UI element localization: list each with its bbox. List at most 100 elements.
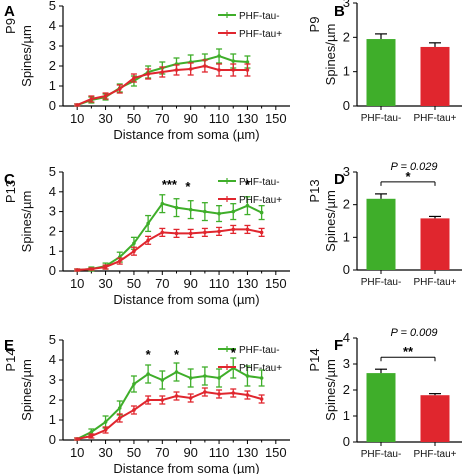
legend-label: PHF-tau-: [239, 177, 280, 188]
y-tick-label: 1: [343, 229, 350, 244]
data-point-phf-tau-minus: [160, 201, 165, 206]
category-label: PHF-tau-: [361, 277, 402, 288]
panel-letter-a: A: [4, 3, 15, 20]
y-tick-label: 0: [49, 263, 56, 278]
significance-marker: *: [174, 347, 180, 362]
data-point-phf-tau-plus: [203, 64, 207, 68]
x-axis-title: Distance from soma (µm): [113, 127, 259, 142]
legend-label: PHF-tau+: [239, 29, 282, 40]
x-tick-label: 30: [98, 111, 112, 126]
y-tick-label: 3: [49, 204, 56, 219]
y-tick-label: 3: [49, 38, 56, 53]
data-point-phf-tau-plus: [132, 76, 136, 80]
y-tick-label: 2: [343, 29, 350, 44]
legend-label: PHF-tau-: [239, 345, 280, 356]
y-axis-title: Spines/µm: [19, 191, 34, 253]
data-point-phf-tau-plus: [89, 97, 94, 101]
x-axis-title: Distance from soma (µm): [113, 461, 259, 474]
data-point-phf-tau-minus: [217, 376, 221, 380]
data-point-phf-tau-plus: [117, 87, 122, 91]
data-point-phf-tau-plus: [203, 230, 207, 235]
x-tick-label: 110: [209, 445, 230, 460]
data-point-phf-tau-plus: [160, 70, 165, 74]
x-tick-label: 10: [70, 445, 84, 460]
data-point-phf-tau-plus: [89, 267, 94, 271]
category-label: PHF-tau-: [361, 113, 402, 124]
data-point-phf-tau-plus: [132, 249, 136, 253]
bar-phf-tau-plus: [420, 218, 450, 270]
data-point-phf-tau-minus: [231, 59, 236, 63]
y-tick-label: 3: [343, 0, 350, 10]
data-point-phf-tau-minus: [245, 374, 250, 378]
significance-marker: ***: [162, 177, 178, 192]
y-tick-label: 0: [343, 98, 350, 113]
data-point-phf-tau-minus: [203, 209, 207, 214]
data-point-phf-tau-plus: [174, 394, 179, 398]
legend-label: PHF-tau-: [239, 11, 280, 22]
data-point-phf-tau-plus: [231, 68, 236, 72]
x-tick-label: 90: [183, 445, 197, 460]
y-axis-age-label: P14: [3, 348, 18, 371]
data-point-phf-tau-minus: [117, 406, 122, 410]
data-point-phf-tau-plus: [103, 428, 108, 432]
data-point-phf-tau-plus: [174, 231, 179, 236]
x-tick-label: 30: [98, 276, 112, 291]
data-point-phf-tau-minus: [231, 209, 236, 214]
x-tick-label: 130: [237, 445, 259, 460]
y-tick-label: 2: [49, 58, 56, 73]
y-axis-title: Spines/µm: [323, 359, 338, 421]
data-point-phf-tau-plus: [146, 238, 150, 243]
data-point-phf-tau-minus: [146, 221, 150, 226]
bar-phf-tau-plus: [420, 395, 450, 442]
p-value-label: P = 0.009: [391, 327, 438, 339]
data-point-phf-tau-plus: [217, 229, 221, 234]
data-point-phf-tau-minus: [259, 210, 264, 215]
y-tick-label: 2: [49, 392, 56, 407]
significance-marker: *: [231, 345, 237, 360]
y-tick-label: 1: [49, 78, 56, 93]
x-tick-label: 30: [98, 445, 112, 460]
y-axis-title: Spines/µm: [323, 24, 338, 86]
x-tick-label: 130: [237, 276, 259, 291]
y-tick-label: 0: [49, 98, 56, 113]
bar-phf-tau-minus: [366, 198, 396, 270]
data-point-phf-tau-minus: [217, 211, 221, 216]
y-tick-label: 2: [343, 382, 350, 397]
data-point-phf-tau-minus: [245, 203, 250, 208]
data-point-phf-tau-plus: [245, 393, 250, 397]
category-label: PHF-tau-: [361, 449, 402, 460]
series-line-phf-tau-plus: [76, 390, 262, 440]
legend-label: PHF-tau+: [239, 363, 282, 374]
y-axis-age-label: P13: [3, 180, 18, 203]
data-point-phf-tau-plus: [146, 72, 150, 76]
significance-marker: *: [146, 347, 152, 362]
bar-panel-b: [353, 2, 462, 110]
x-tick-label: 70: [155, 445, 169, 460]
y-tick-label: 1: [343, 408, 350, 423]
data-point-phf-tau-plus: [188, 231, 193, 236]
series-line-phf-tau-minus: [76, 366, 262, 440]
data-point-phf-tau-plus: [231, 391, 236, 395]
x-tick-label: 90: [183, 276, 197, 291]
panel-letter-f: F: [334, 337, 343, 354]
x-tick-label: 50: [127, 445, 141, 460]
x-tick-label: 10: [70, 276, 84, 291]
p-value-label: P = 0.029: [391, 161, 438, 173]
data-point-phf-tau-plus: [146, 398, 150, 402]
data-point-phf-tau-plus: [75, 437, 79, 441]
x-tick-label: 70: [155, 111, 169, 126]
y-tick-label: 5: [49, 0, 56, 13]
data-point-phf-tau-minus: [89, 430, 94, 434]
y-tick-label: 4: [343, 330, 350, 345]
data-point-phf-tau-minus: [132, 241, 136, 246]
data-point-phf-tau-plus: [160, 398, 165, 402]
y-tick-label: 5: [49, 332, 56, 347]
x-tick-label: 130: [237, 111, 259, 126]
bar-phf-tau-minus: [366, 39, 396, 106]
data-point-phf-tau-minus: [188, 376, 193, 380]
data-point-phf-tau-plus: [245, 68, 250, 72]
bar-panel-d: [353, 171, 462, 274]
data-point-phf-tau-plus: [75, 103, 79, 107]
data-point-phf-tau-plus: [245, 227, 250, 232]
y-tick-label: 0: [343, 262, 350, 277]
